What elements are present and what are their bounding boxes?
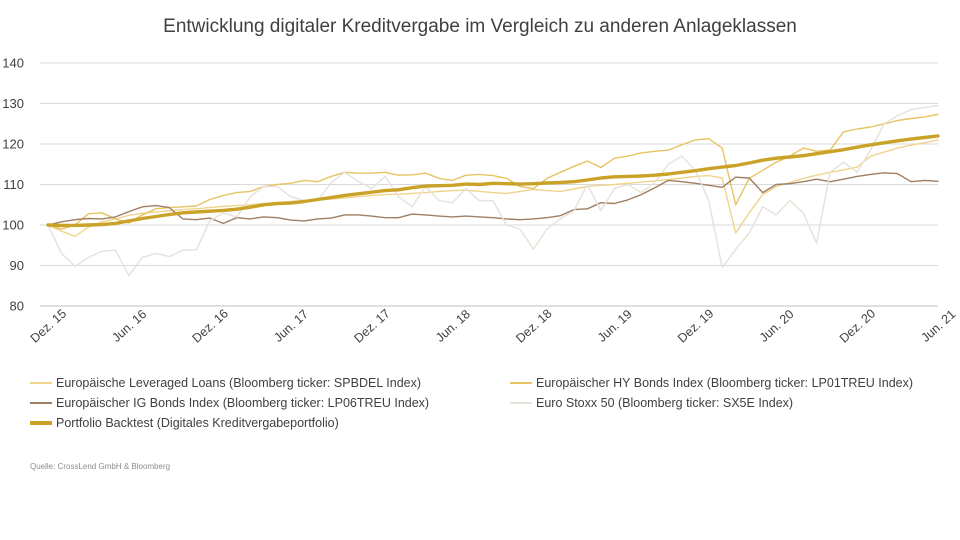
series-line-4 <box>46 134 940 228</box>
legend-item-leveraged-loans: Europäische Leveraged Loans (Bloomberg t… <box>30 376 421 390</box>
series-line-3 <box>47 104 939 277</box>
source-note: Quelle: CrossLend GmbH & Bloomberg <box>30 462 171 471</box>
x-tick-label: Jun. 18 <box>433 307 473 345</box>
x-tick-label: Jun. 21 <box>919 307 959 345</box>
x-tick-label: Dez. 20 <box>837 306 878 345</box>
x-tick-label: Dez. 19 <box>675 306 716 345</box>
y-tick-label: 90 <box>10 258 24 273</box>
legend-item-ig-bonds: Europäischer IG Bonds Index (Bloomberg t… <box>30 396 429 410</box>
y-tick-label: 130 <box>2 96 24 111</box>
legend-swatch <box>510 402 532 404</box>
legend-item-euro-stoxx: Euro Stoxx 50 (Bloomberg ticker: SX5E In… <box>510 396 793 410</box>
x-tick-label: Dez. 16 <box>190 306 231 345</box>
x-tick-label: Dez. 15 <box>28 306 69 345</box>
x-tick-label: Jun. 17 <box>271 307 311 345</box>
legend-swatch <box>30 382 52 384</box>
legend-label: Portfolio Backtest (Digitales Kreditverg… <box>56 416 339 430</box>
y-tick-label: 120 <box>2 137 24 152</box>
x-tick-label: Jun. 20 <box>757 307 797 345</box>
legend-swatch <box>30 402 52 404</box>
legend-item-portfolio-backtest: Portfolio Backtest (Digitales Kreditverg… <box>30 416 339 430</box>
legend-swatch <box>30 421 52 425</box>
x-tick-label: Dez. 17 <box>351 306 392 345</box>
y-tick-label: 100 <box>2 218 24 233</box>
legend-label: Euro Stoxx 50 (Bloomberg ticker: SX5E In… <box>536 396 794 410</box>
legend-label: Europäischer HY Bonds Index (Bloomberg t… <box>536 376 914 390</box>
chart-title: Entwicklung digitaler Kreditvergabe im V… <box>163 16 797 37</box>
legend-swatch <box>510 382 532 384</box>
y-tick-label: 110 <box>3 177 24 192</box>
legend-item-hy-bonds: Europäischer HY Bonds Index (Bloomberg t… <box>510 376 913 390</box>
legend-label: Europäischer IG Bonds Index (Bloomberg t… <box>56 396 430 410</box>
series-line-0 <box>47 139 939 237</box>
y-tick-label: 80 <box>10 299 24 314</box>
legend-label: Europäische Leveraged Loans (Bloomberg t… <box>56 376 422 390</box>
y-tick-label: 140 <box>2 56 24 71</box>
series-line-2 <box>47 172 939 226</box>
x-tick-label: Jun. 19 <box>595 307 635 345</box>
x-tick-label: Jun. 16 <box>109 307 149 345</box>
x-tick-label: Dez. 18 <box>513 306 554 345</box>
